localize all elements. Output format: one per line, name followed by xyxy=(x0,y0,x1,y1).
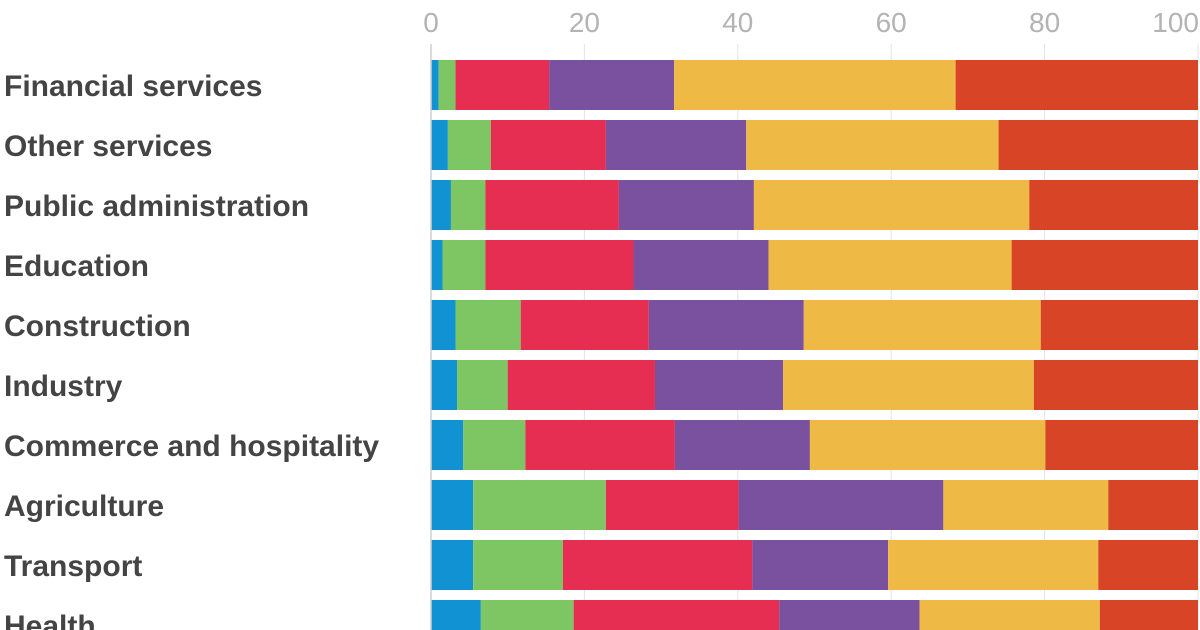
bar-segment xyxy=(549,60,675,110)
bar-segment xyxy=(803,300,1041,350)
bar-segment xyxy=(520,300,649,350)
bar-segment xyxy=(525,420,675,470)
x-tick-label: 100 xyxy=(1152,7,1199,38)
bar-segment xyxy=(490,120,606,170)
bar-segment xyxy=(605,120,747,170)
category-label: Other services xyxy=(4,130,212,163)
bar-segment xyxy=(431,60,439,110)
bar-segment xyxy=(752,540,889,590)
category-label: Education xyxy=(4,250,149,283)
bar-segment xyxy=(431,180,451,230)
bar-segment xyxy=(768,240,1012,290)
bar-segment xyxy=(431,240,443,290)
bar-segment xyxy=(438,60,456,110)
x-tick-label: 60 xyxy=(876,7,907,38)
bar-segment xyxy=(473,480,606,530)
bar-segment xyxy=(1040,300,1198,350)
bar-segment xyxy=(485,180,619,230)
category-label: Health xyxy=(4,610,96,630)
bar-segment xyxy=(473,540,563,590)
bar-segment xyxy=(455,300,521,350)
bar-segment xyxy=(463,420,526,470)
bar-segment xyxy=(573,600,780,630)
bar-segment xyxy=(809,420,1046,470)
bar-segment xyxy=(674,60,956,110)
category-label: Commerce and hospitality xyxy=(4,430,379,463)
bar-segment xyxy=(457,360,508,410)
bar-segment xyxy=(605,480,739,530)
bar-segment xyxy=(888,540,1099,590)
bar-segment xyxy=(485,240,634,290)
category-label: Construction xyxy=(4,310,191,343)
bar-segment xyxy=(779,600,920,630)
bar-segment xyxy=(654,360,784,410)
bar-segment xyxy=(450,180,486,230)
bar-segment xyxy=(431,600,481,630)
bar-segment xyxy=(447,120,491,170)
category-label: Transport xyxy=(4,550,142,583)
category-label: Public administration xyxy=(4,190,309,223)
bar-segment xyxy=(753,180,1030,230)
bar-segment xyxy=(919,600,1100,630)
x-tick-label: 80 xyxy=(1029,7,1060,38)
bar-segment xyxy=(943,480,1109,530)
bar-segment xyxy=(1033,360,1198,410)
bar-segment xyxy=(738,480,944,530)
bar-segment xyxy=(1029,180,1198,230)
bar-segment xyxy=(455,60,550,110)
category-label: Financial services xyxy=(4,70,263,103)
bar-segment xyxy=(1098,540,1198,590)
bar-segment xyxy=(746,120,999,170)
bar-segment xyxy=(674,420,810,470)
bar-segment xyxy=(618,180,754,230)
bar-segment xyxy=(431,540,474,590)
bar-segment xyxy=(783,360,1034,410)
bar-segment xyxy=(1099,600,1198,630)
bar-segment xyxy=(955,60,1198,110)
bar-segment xyxy=(1011,240,1198,290)
x-tick-label: 20 xyxy=(569,7,600,38)
category-label: Agriculture xyxy=(4,490,164,523)
bar-segment xyxy=(1108,480,1198,530)
bar-segment xyxy=(431,120,448,170)
bar-segment xyxy=(431,360,458,410)
x-tick-label: 0 xyxy=(423,7,439,38)
category-label: Industry xyxy=(4,370,123,403)
bar-segment xyxy=(1045,420,1198,470)
bar-segment xyxy=(431,420,464,470)
x-tick-label: 40 xyxy=(722,7,753,38)
bar-segment xyxy=(648,300,804,350)
bar-segment xyxy=(562,540,753,590)
bar-segment xyxy=(431,480,474,530)
bar-segment xyxy=(998,120,1198,170)
bar-segment xyxy=(633,240,769,290)
bar-segment xyxy=(442,240,486,290)
bar-segment xyxy=(431,300,456,350)
bar-segment xyxy=(507,360,655,410)
bar-segment xyxy=(480,600,574,630)
